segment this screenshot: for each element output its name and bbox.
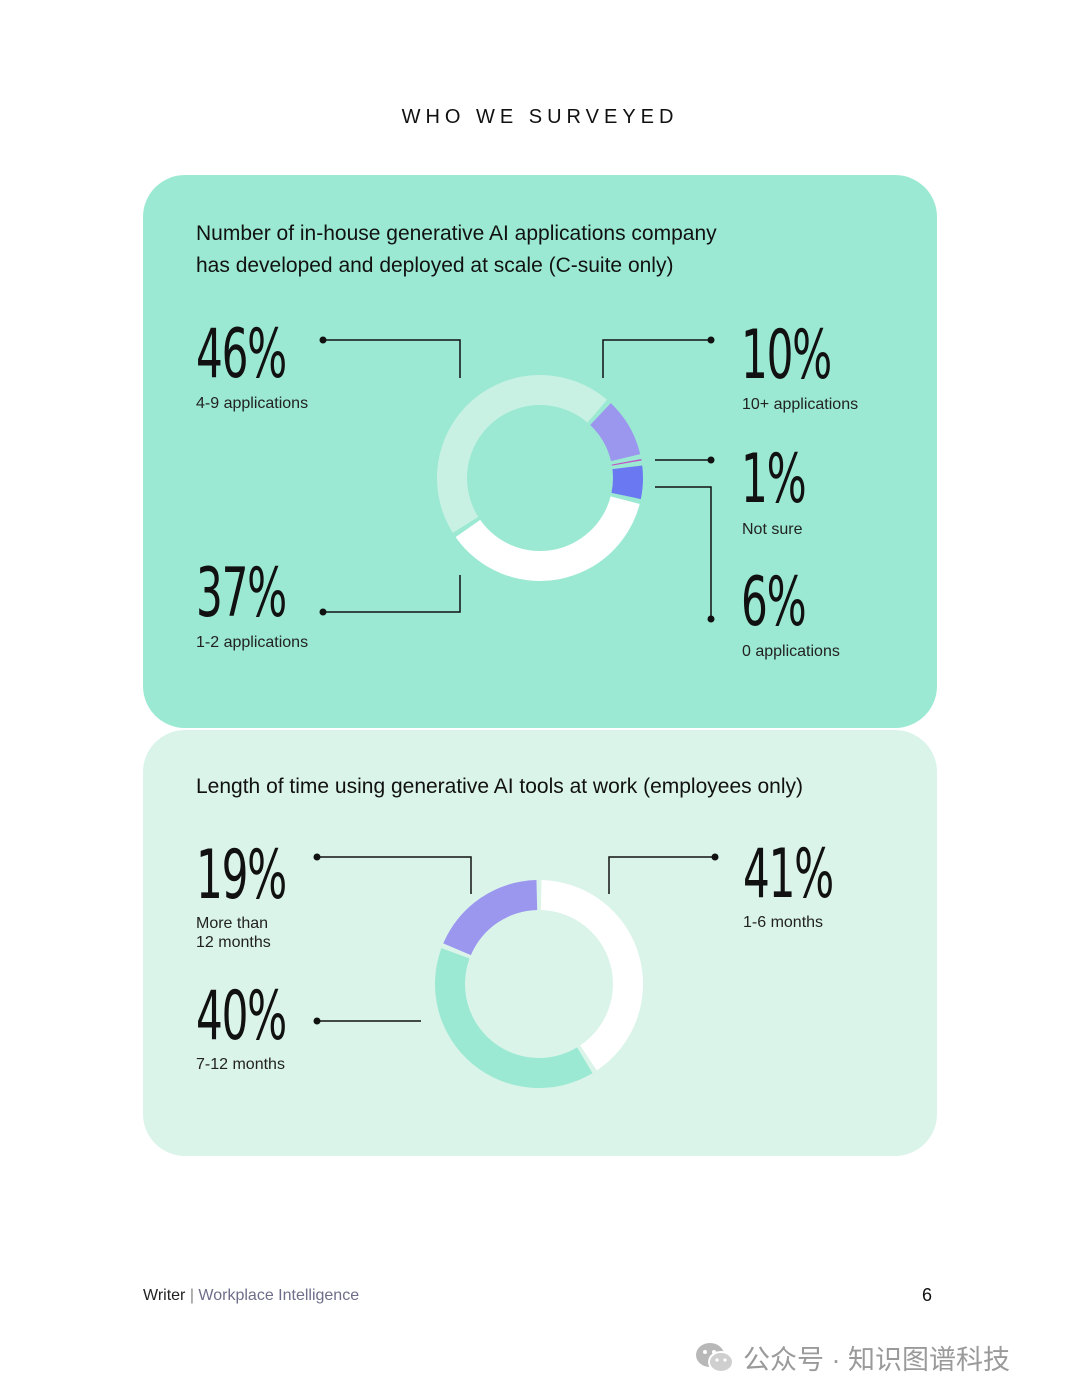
label-not-sure: Not sure — [742, 521, 803, 538]
applications-slice-0 — [590, 403, 641, 462]
leader-1-2-applications-dot — [319, 608, 327, 616]
wechat-icon — [695, 1341, 735, 1382]
leader-not-sure-dot — [707, 456, 715, 464]
leader-more-than-12-months-line — [317, 856, 472, 894]
page-number: 6 — [922, 1285, 933, 1305]
time-using-slice-0 — [540, 880, 643, 1071]
label-0-applications: 0 applications — [742, 643, 840, 660]
chart-card-time-using: Length of time using generative AI tools… — [143, 730, 937, 1156]
leader-4-9-applications-dot — [319, 336, 327, 344]
applications-slice-1 — [611, 459, 642, 466]
value-4-9-applications: 46% — [196, 315, 287, 394]
footer-subtitle: Workplace Intelligence — [198, 1287, 360, 1304]
label-7-12-months: 7-12 months — [196, 1056, 285, 1073]
value-not-sure: 1% — [741, 440, 807, 519]
chart-title-line-2: has developed and deployed at scale (C-s… — [196, 254, 674, 277]
applications-slice-3 — [455, 496, 640, 581]
leader-7-12-months-dot — [313, 1017, 321, 1025]
value-7-12-months: 40% — [196, 977, 287, 1056]
chart-title: Number of in-house generative AI applica… — [196, 218, 717, 282]
leader-10-plus-applications-line — [602, 339, 711, 378]
value-10-plus-applications: 10% — [741, 316, 832, 395]
leader-more-than-12-months-dot — [313, 853, 321, 861]
label-more-than-12-months-line-2: 12 months — [196, 934, 271, 951]
leader-0-applications-dot — [707, 615, 715, 623]
time-using-slice-2 — [443, 880, 538, 956]
value-more-than-12-months: 19% — [196, 836, 287, 915]
footer-brand: Writer | Workplace Intelligence — [143, 1287, 359, 1305]
watermark-text: 公众号 · 知识图谱科技 — [743, 1345, 1010, 1375]
label-1-2-applications: 1-2 applications — [196, 634, 309, 651]
leader-1-6-months-dot — [711, 853, 719, 861]
label-more-than-12-months-line-1: More than — [196, 915, 269, 932]
applications-slice-2 — [611, 465, 643, 500]
leader-10-plus-applications-dot — [707, 336, 715, 344]
chart-title-line-1: Number of in-house generative AI applica… — [196, 222, 717, 245]
footer-brand-name: Writer — [143, 1287, 186, 1304]
value-0-applications: 6% — [741, 563, 807, 642]
value-1-2-applications: 37% — [196, 554, 287, 633]
chart-card-applications: Number of in-house generative AI applica… — [143, 175, 937, 728]
donut-chart-time-using — [313, 853, 719, 1088]
chart-title-line-1: Length of time using generative AI tools… — [196, 775, 803, 798]
donut-chart-applications — [319, 336, 715, 623]
section-title: WHO WE SURVEYED — [401, 106, 679, 128]
label-10-plus-applications: 10+ applications — [742, 396, 859, 413]
leader-1-2-applications-line — [323, 575, 461, 613]
watermark: 公众号 · 知识图谱科技 — [695, 1338, 1010, 1382]
value-1-6-months: 41% — [743, 835, 834, 914]
time-using-slice-1 — [435, 948, 593, 1088]
footer-separator: | — [185, 1287, 199, 1304]
applications-slice-4 — [437, 375, 608, 533]
leader-1-6-months-line — [608, 856, 715, 894]
label-1-6-months: 1-6 months — [743, 914, 824, 931]
label-4-9-applications: 4-9 applications — [196, 395, 309, 412]
chart-title: Length of time using generative AI tools… — [196, 771, 803, 803]
leader-4-9-applications-line — [323, 339, 461, 378]
leader-0-applications-line — [655, 486, 712, 619]
